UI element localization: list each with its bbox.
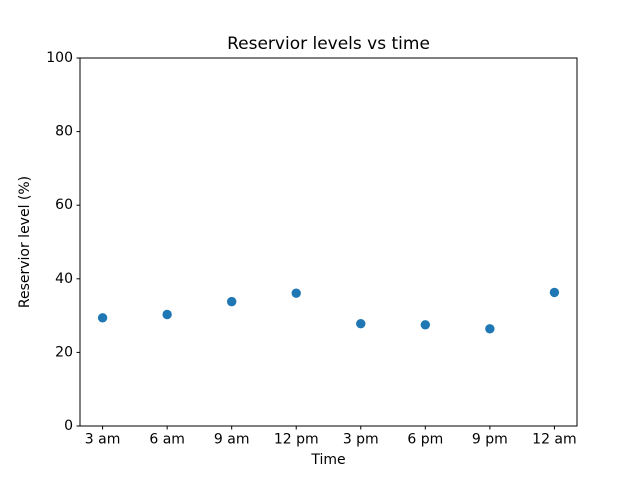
data-point (291, 288, 301, 298)
y-tick-label: 0 (64, 418, 73, 434)
x-tick-label: 9 am (214, 432, 250, 448)
y-tick-label: 60 (55, 197, 73, 213)
data-point (356, 318, 366, 329)
x-axis-ticks: 3 am 6 am 9 am 12 pm 3 pm 6 pm 9 pm 12 am (85, 426, 577, 448)
chart-title: Reservior levels vs time (227, 34, 430, 54)
x-tick-label: 6 pm (407, 432, 443, 448)
x-tick-label: 6 am (149, 432, 185, 448)
y-axis-ticks: 0 20 40 60 80 100 (46, 50, 80, 434)
y-tick-label: 100 (46, 50, 73, 66)
y-tick-label: 20 (55, 344, 73, 360)
y-axis-label: Reservior level (%) (17, 176, 33, 308)
data-point (549, 287, 560, 298)
x-tick-label: 9 pm (472, 432, 508, 448)
data-point (420, 320, 431, 330)
y-tick-label: 40 (55, 271, 73, 287)
plot-area-box (79, 57, 578, 427)
x-tick-label: 12 pm (274, 432, 319, 448)
data-point (485, 324, 495, 334)
data-point (226, 296, 237, 307)
y-tick-label: 80 (55, 124, 73, 140)
x-tick-label: 12 am (532, 432, 576, 448)
x-tick-label: 3 pm (343, 432, 379, 448)
x-axis-label: Time (310, 452, 345, 468)
data-points (97, 287, 560, 334)
x-tick-label: 3 am (85, 432, 121, 448)
data-point (162, 309, 172, 320)
data-point (97, 313, 108, 323)
